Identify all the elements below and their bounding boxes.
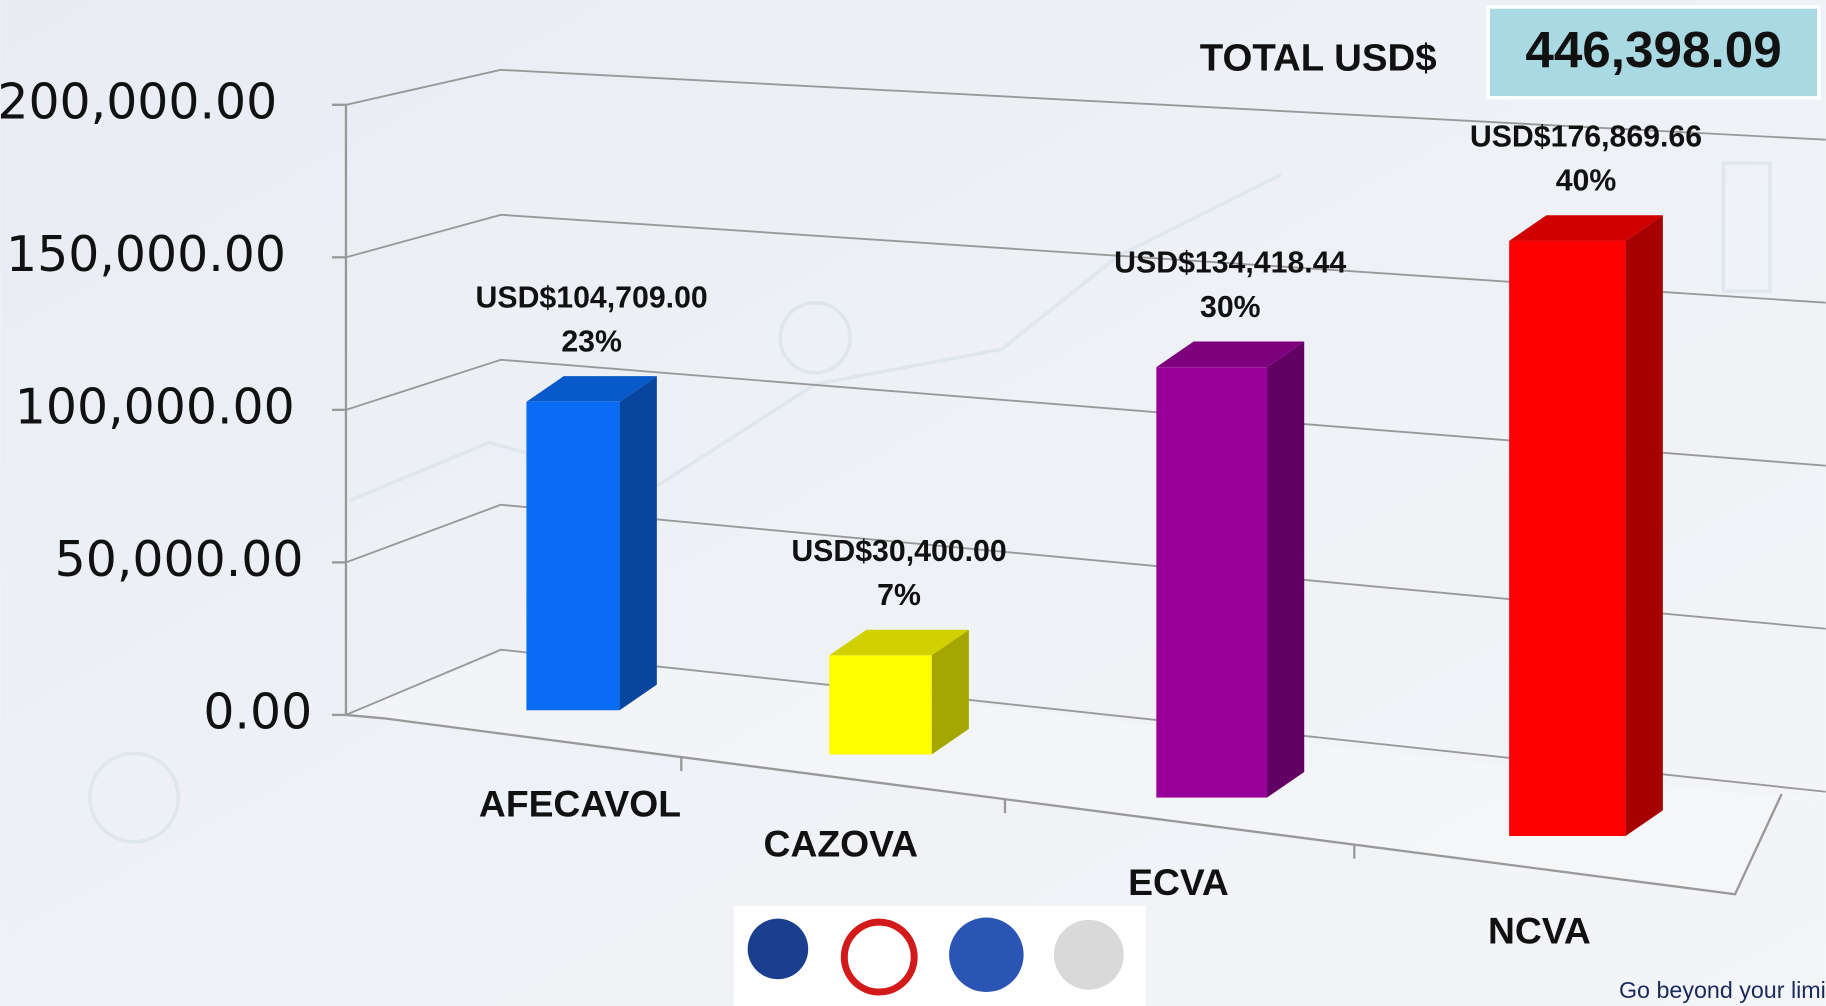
page: TOTAL USD$ 446,398.09 Go beyond your lim… — [0, 0, 1826, 1006]
y-tick-label: 0.00 — [203, 683, 312, 740]
x-tick-label: CAZOVA — [764, 822, 919, 864]
footer-text: Go beyond your limi — [1619, 977, 1826, 1003]
bar-side — [1267, 342, 1304, 798]
share-label: 40% — [1556, 165, 1617, 198]
logos — [734, 906, 1146, 1006]
share-label: 30% — [1200, 291, 1261, 324]
bar — [1509, 241, 1625, 836]
logo — [1054, 920, 1124, 990]
y-tick-label: 50,000.00 — [55, 531, 304, 588]
value-label: USD$176,869.66 — [1470, 120, 1702, 153]
chart: TOTAL USD$ 446,398.09 Go beyond your lim… — [0, 0, 1826, 1006]
total-label: TOTAL USD$ — [1200, 37, 1437, 80]
y-tick-label: 150,000.00 — [6, 226, 286, 283]
value-label: USD$134,418.44 — [1114, 247, 1346, 280]
value-label: USD$104,709.00 — [476, 281, 708, 314]
bar — [1156, 367, 1267, 797]
share-label: 7% — [877, 579, 921, 612]
x-tick-label: AFECAVOL — [479, 783, 681, 825]
bar — [526, 402, 619, 710]
x-tick-label: NCVA — [1488, 910, 1591, 952]
y-tick-label: 100,000.00 — [15, 378, 295, 435]
total-value: 446,398.09 — [1525, 21, 1781, 78]
bar-side — [1626, 215, 1663, 836]
bar — [829, 655, 931, 754]
share-label: 23% — [561, 326, 622, 359]
y-tick-label: 200,000.00 — [0, 73, 277, 130]
logo — [949, 918, 1024, 993]
logo — [748, 919, 809, 980]
value-label: USD$30,400.00 — [791, 535, 1006, 568]
x-tick-label: ECVA — [1128, 861, 1229, 903]
bar-side — [620, 376, 657, 710]
